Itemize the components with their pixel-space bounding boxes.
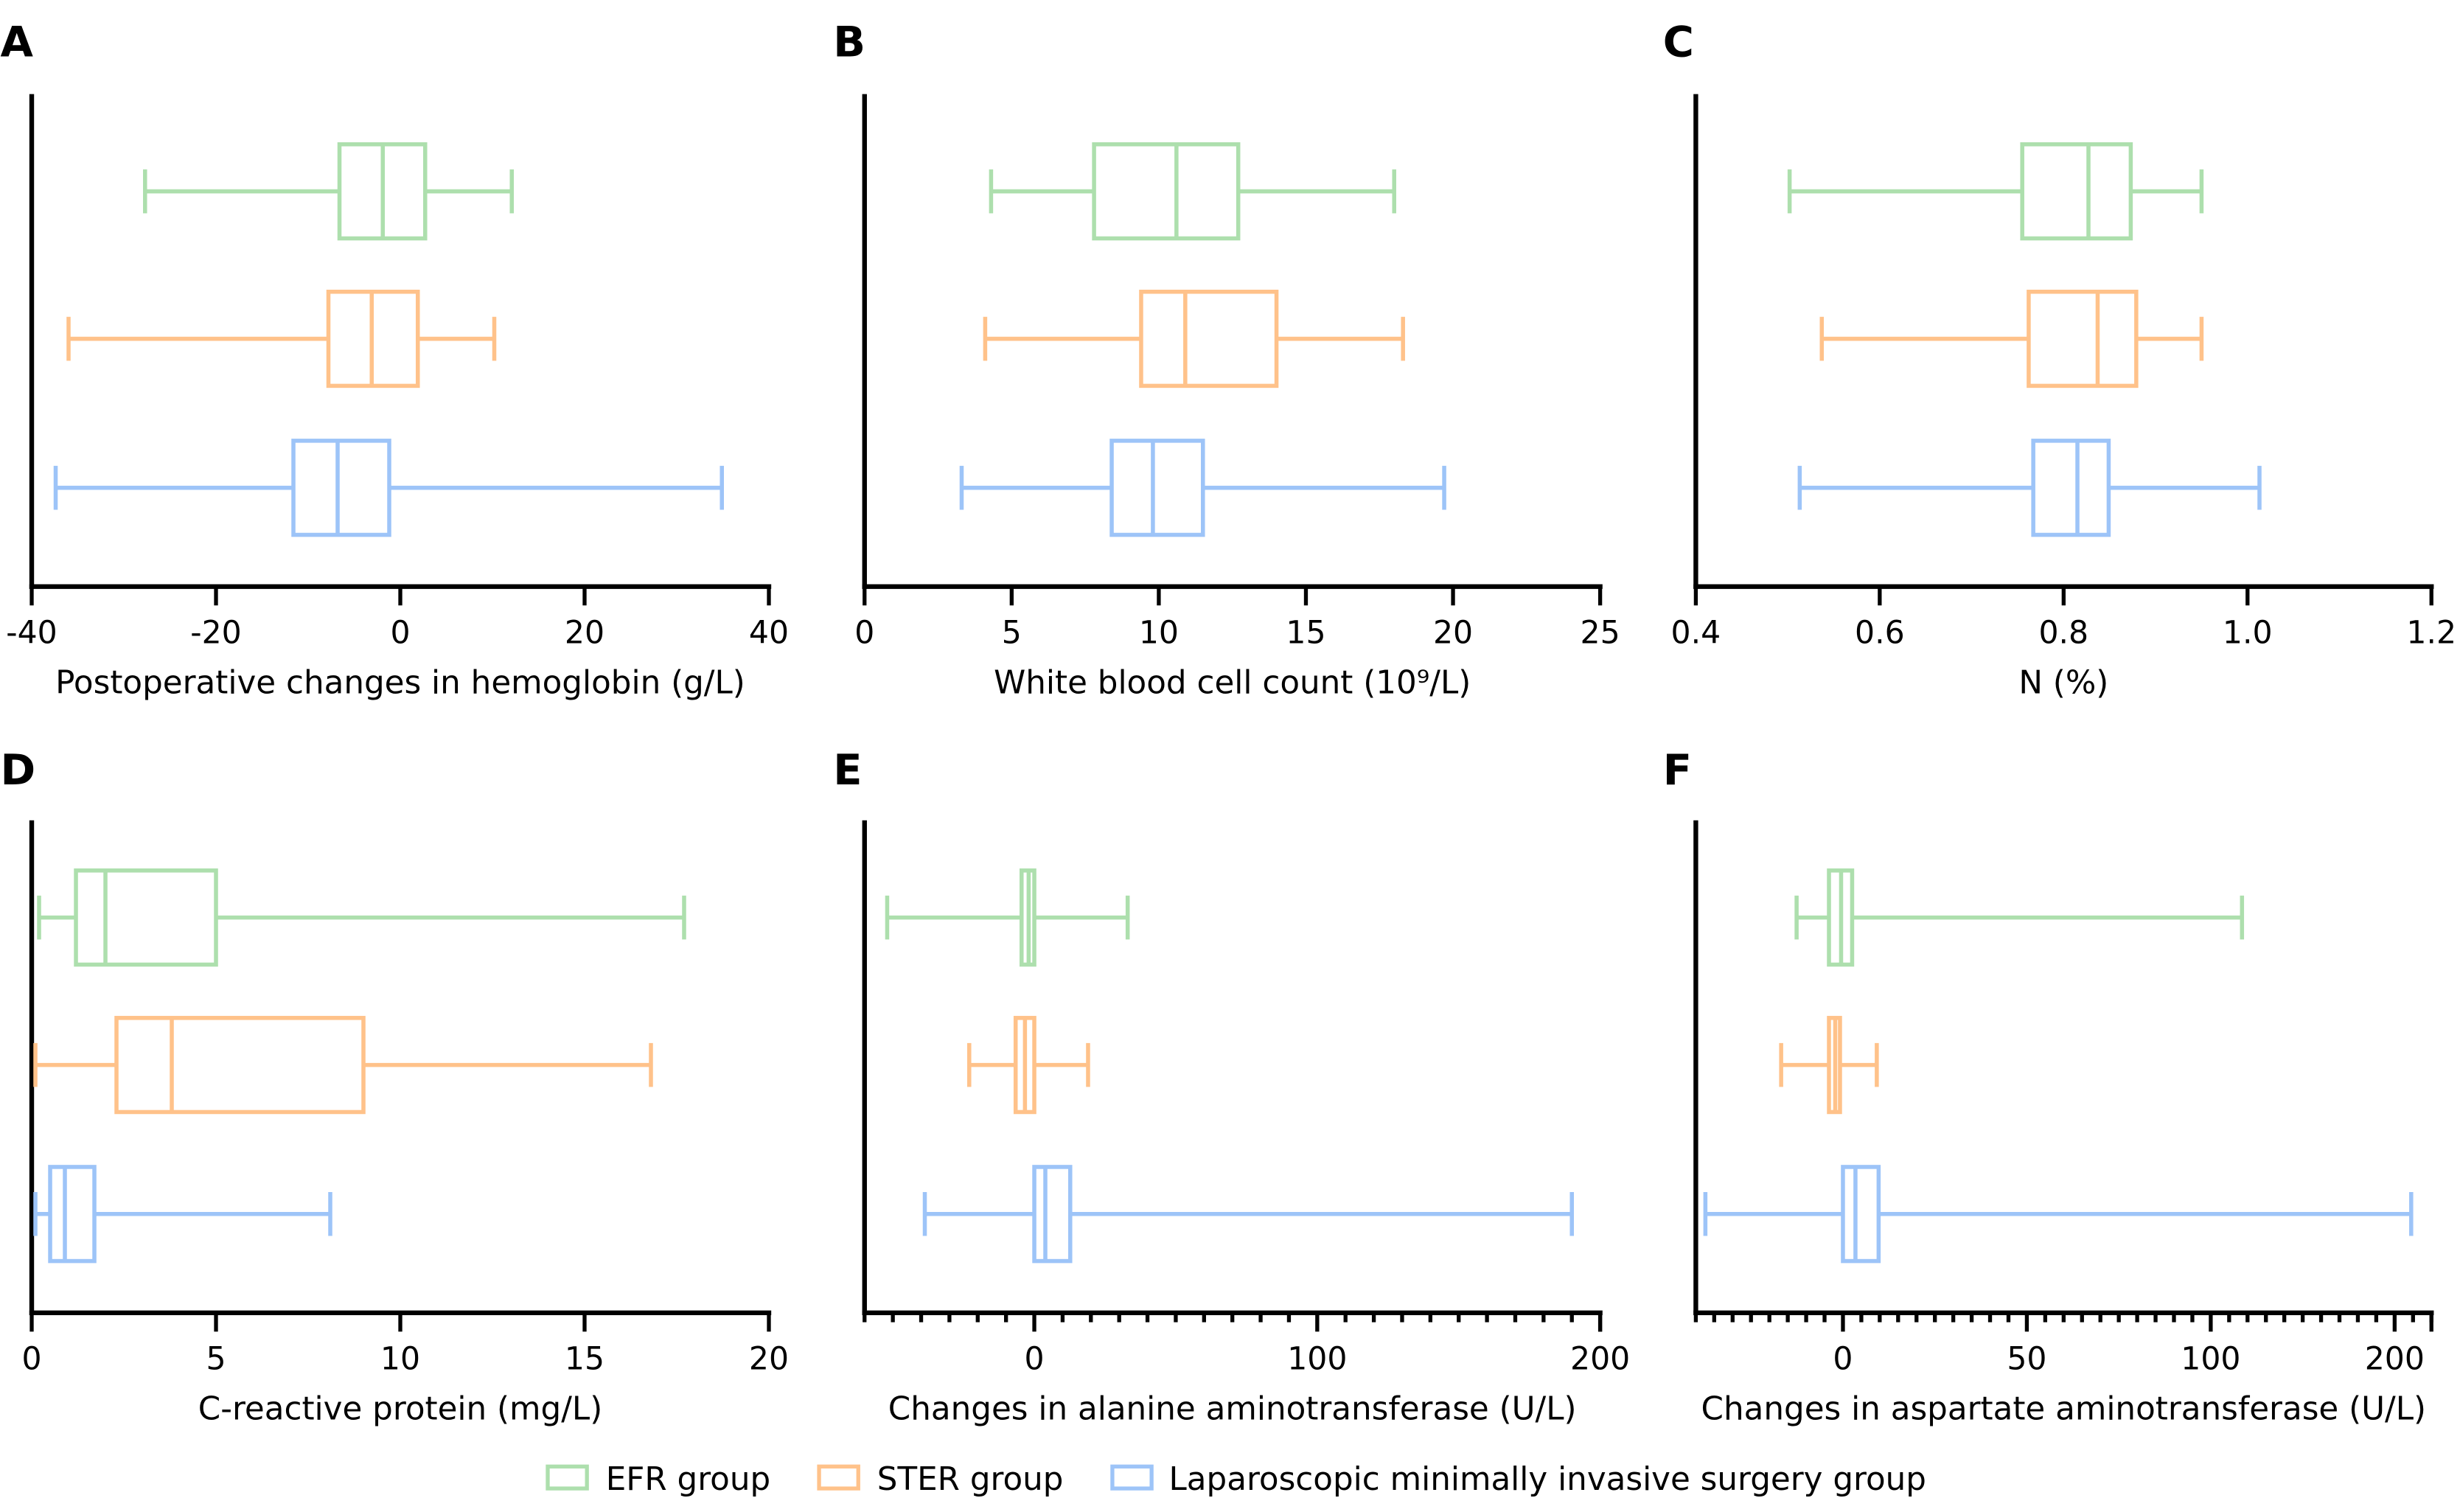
legend-label-efr: EFR group (606, 1461, 770, 1498)
x-tick-label: 0.4 (1671, 615, 1721, 651)
box-efr (1787, 142, 2204, 241)
box-iqr (1092, 142, 1241, 241)
panel-letter: D (0, 745, 35, 795)
x-axis-label: C-reactive protein (mg/L) (198, 1390, 602, 1427)
box-efr (1794, 868, 2245, 967)
x-tick-label: 0.6 (1855, 615, 1905, 651)
x-tick-label: 1.2 (2406, 615, 2456, 651)
x-tick-label: 0 (1025, 1341, 1045, 1377)
x-tick-label: -40 (6, 615, 58, 651)
panel-letter: A (0, 18, 33, 67)
x-tick-label: 0 (390, 615, 410, 651)
x-tick-label: 0 (21, 1341, 41, 1377)
box-iqr (74, 868, 218, 967)
x-tick-label: 20 (1433, 615, 1473, 651)
legend-label-lap: Laparoscopic minimally invasive surgery … (1169, 1461, 1926, 1498)
box-iqr (114, 1016, 366, 1115)
box-lap (33, 1165, 332, 1264)
box-ster (33, 1016, 653, 1115)
panel-letter: C (1663, 18, 1694, 67)
legend-label-ster: STER group (877, 1461, 1064, 1498)
x-tick-label: 200 (2365, 1341, 2425, 1377)
panel-e: E 0 100 200 Changes in alanine aminotransfer… (833, 745, 1630, 1428)
panel-letter: F (1663, 745, 1692, 795)
x-tick-label: -20 (190, 615, 242, 651)
box-iqr (2027, 289, 2139, 389)
box-ster (66, 289, 497, 389)
legend-swatch-efr (546, 1464, 589, 1491)
box-iqr (1139, 289, 1279, 389)
x-tick-label: 10 (1139, 615, 1179, 651)
box-lap (1703, 1165, 2414, 1264)
panel-d: D 0 5 10 15 20 C-reactive protein (mg/L) (0, 745, 789, 1428)
box-iqr (48, 1165, 97, 1264)
box-iqr (1032, 1165, 1073, 1264)
panel-letter: B (833, 18, 865, 67)
legend-swatch-lap (1110, 1464, 1154, 1491)
legend: EFR group STER group Laparoscopic minima… (546, 1461, 1926, 1498)
panel-c: C 0.4 0.6 0.8 1.0 1.2 N (%) (1663, 18, 2456, 702)
box-lap (53, 439, 725, 537)
box-iqr (291, 439, 391, 537)
box-iqr (2020, 142, 2133, 241)
box-efr (142, 142, 515, 241)
x-axis-label: N (%) (2018, 664, 2108, 701)
x-tick-label: 50 (2007, 1341, 2046, 1377)
x-tick-label: 20 (749, 1341, 789, 1377)
x-tick-label: 100 (1287, 1341, 1347, 1377)
x-axis-label: White blood cell count (10⁹/L) (994, 664, 1471, 701)
box-ster (1779, 1016, 1879, 1115)
panel-letter: E (833, 745, 862, 795)
box-efr (989, 142, 1396, 241)
box-ster (1819, 289, 2204, 389)
x-tick-label: 100 (2181, 1341, 2240, 1377)
x-tick-label: 20 (565, 615, 604, 651)
x-axis-label: Changes in aspartate aminotransferase (U… (1701, 1390, 2427, 1427)
box-iqr (1109, 439, 1205, 537)
x-tick-label: 15 (565, 1341, 604, 1377)
box-lap (1797, 439, 2262, 537)
x-tick-label: 0 (854, 615, 874, 651)
x-tick-label: 40 (749, 615, 789, 651)
x-tick-label: 5 (206, 1341, 226, 1377)
panel-b: B 0 5 10 15 20 25 White blood cell count (10⁹/L… (833, 18, 1620, 702)
x-tick-label: 200 (1570, 1341, 1630, 1377)
legend-swatch-ster (817, 1464, 860, 1491)
x-axis-label: Changes in alanine aminotransferase (U/L… (888, 1390, 1577, 1427)
panel-f: F 0 50 100 200 Changes in aspartate aminotran… (1663, 745, 2434, 1427)
box-ster (983, 289, 1405, 389)
x-tick-label: 25 (1581, 615, 1620, 651)
box-lap (959, 439, 1446, 537)
x-axis-label: Postoperative changes in hemoglobin (g/L… (55, 664, 745, 701)
box-ster (967, 1016, 1090, 1115)
box-iqr (1841, 1165, 1881, 1264)
box-efr (885, 868, 1130, 967)
box-iqr (2031, 439, 2111, 537)
x-tick-label: 10 (380, 1341, 420, 1377)
x-tick-label: 15 (1286, 615, 1325, 651)
box-efr (37, 868, 686, 967)
x-tick-label: 5 (1002, 615, 1022, 651)
x-tick-label: 0.8 (2038, 615, 2088, 651)
x-tick-label: 1.0 (2223, 615, 2273, 651)
x-tick-label: 0 (1833, 1341, 1853, 1377)
box-lap (922, 1165, 1574, 1264)
